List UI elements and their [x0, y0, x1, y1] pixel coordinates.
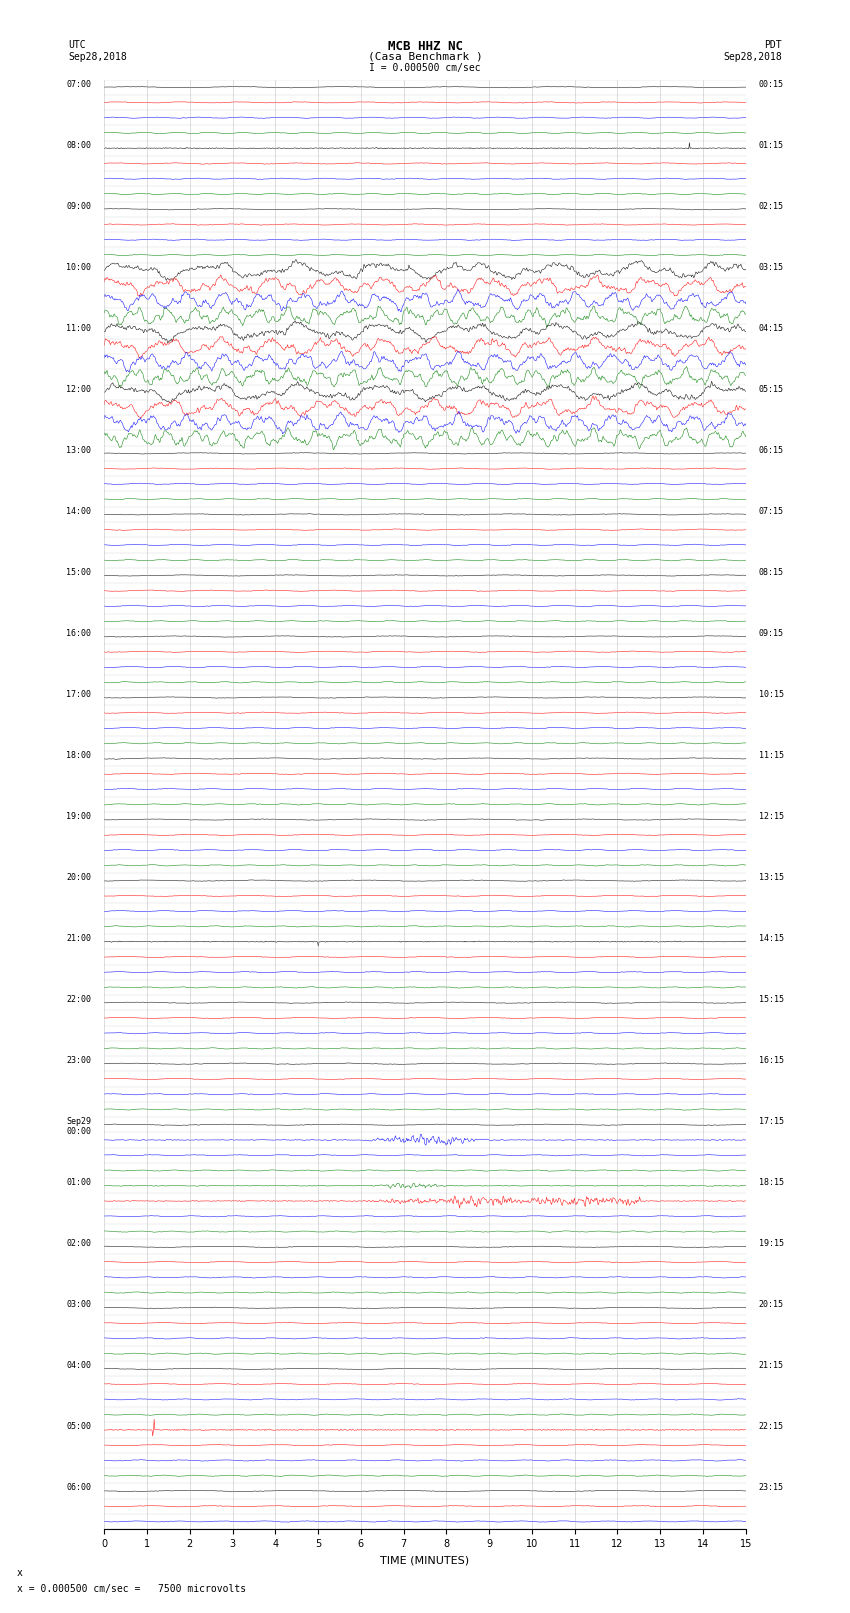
Text: 14:00: 14:00 [66, 506, 91, 516]
Text: 07:00: 07:00 [66, 79, 91, 89]
Text: 08:00: 08:00 [66, 140, 91, 150]
Text: 11:00: 11:00 [66, 324, 91, 332]
Text: 00:15: 00:15 [759, 79, 784, 89]
Text: MCB HHZ NC: MCB HHZ NC [388, 40, 462, 53]
Text: Sep28,2018: Sep28,2018 [68, 52, 127, 61]
Text: 01:15: 01:15 [759, 140, 784, 150]
Text: 06:00: 06:00 [66, 1484, 91, 1492]
Text: 02:15: 02:15 [759, 202, 784, 211]
Text: 13:15: 13:15 [759, 873, 784, 882]
Text: 23:00: 23:00 [66, 1057, 91, 1065]
Text: 16:00: 16:00 [66, 629, 91, 637]
Text: PDT: PDT [764, 40, 782, 50]
Text: 02:00: 02:00 [66, 1239, 91, 1248]
Text: 16:15: 16:15 [759, 1057, 784, 1065]
Text: 09:00: 09:00 [66, 202, 91, 211]
Text: 21:15: 21:15 [759, 1361, 784, 1369]
Text: 11:15: 11:15 [759, 752, 784, 760]
Text: 08:15: 08:15 [759, 568, 784, 577]
Text: 03:15: 03:15 [759, 263, 784, 271]
Text: 22:15: 22:15 [759, 1423, 784, 1431]
Text: UTC: UTC [68, 40, 86, 50]
Text: 10:00: 10:00 [66, 263, 91, 271]
Text: 18:15: 18:15 [759, 1177, 784, 1187]
Text: (Casa Benchmark ): (Casa Benchmark ) [367, 52, 483, 61]
Text: Sep29
00:00: Sep29 00:00 [66, 1118, 91, 1137]
Text: Sep28,2018: Sep28,2018 [723, 52, 782, 61]
Text: 17:00: 17:00 [66, 690, 91, 698]
Text: 12:00: 12:00 [66, 384, 91, 394]
Text: 07:15: 07:15 [759, 506, 784, 516]
Text: 03:00: 03:00 [66, 1300, 91, 1310]
Text: 20:00: 20:00 [66, 873, 91, 882]
Text: 13:00: 13:00 [66, 445, 91, 455]
Text: 21:00: 21:00 [66, 934, 91, 944]
Text: 10:15: 10:15 [759, 690, 784, 698]
Text: 01:00: 01:00 [66, 1177, 91, 1187]
Text: 19:00: 19:00 [66, 811, 91, 821]
Text: 23:15: 23:15 [759, 1484, 784, 1492]
Text: 12:15: 12:15 [759, 811, 784, 821]
Text: 04:00: 04:00 [66, 1361, 91, 1369]
Text: 15:15: 15:15 [759, 995, 784, 1003]
Text: 05:15: 05:15 [759, 384, 784, 394]
Text: I = 0.000500 cm/sec: I = 0.000500 cm/sec [369, 63, 481, 73]
Text: 09:15: 09:15 [759, 629, 784, 637]
Text: x = 0.000500 cm/sec =   7500 microvolts: x = 0.000500 cm/sec = 7500 microvolts [17, 1584, 246, 1594]
X-axis label: TIME (MINUTES): TIME (MINUTES) [381, 1557, 469, 1566]
Text: 06:15: 06:15 [759, 445, 784, 455]
Text: 17:15: 17:15 [759, 1118, 784, 1126]
Text: 22:00: 22:00 [66, 995, 91, 1003]
Text: 04:15: 04:15 [759, 324, 784, 332]
Text: 05:00: 05:00 [66, 1423, 91, 1431]
Text: 20:15: 20:15 [759, 1300, 784, 1310]
Text: 18:00: 18:00 [66, 752, 91, 760]
Text: x: x [17, 1568, 23, 1578]
Text: 15:00: 15:00 [66, 568, 91, 577]
Text: 14:15: 14:15 [759, 934, 784, 944]
Text: 19:15: 19:15 [759, 1239, 784, 1248]
